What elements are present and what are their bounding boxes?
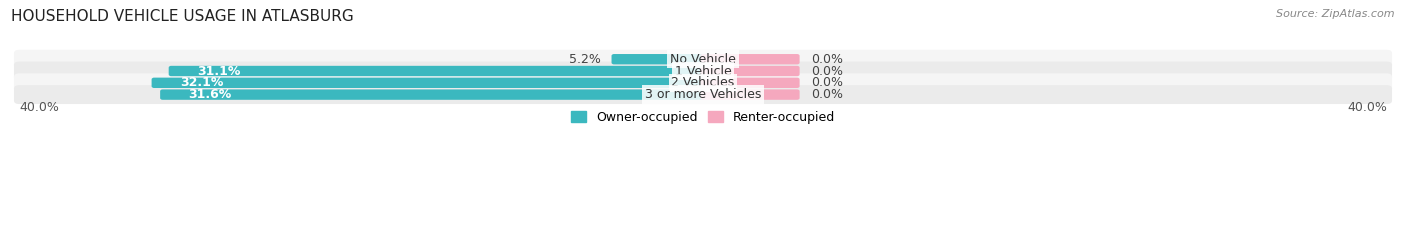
FancyBboxPatch shape [14, 85, 1392, 104]
Text: 40.0%: 40.0% [20, 101, 59, 114]
FancyBboxPatch shape [700, 66, 800, 76]
Text: 40.0%: 40.0% [1347, 101, 1386, 114]
Text: 0.0%: 0.0% [811, 65, 842, 78]
Text: 3 or more Vehicles: 3 or more Vehicles [645, 88, 761, 101]
FancyBboxPatch shape [169, 66, 706, 76]
FancyBboxPatch shape [700, 78, 800, 88]
FancyBboxPatch shape [152, 78, 706, 88]
FancyBboxPatch shape [160, 89, 706, 100]
FancyBboxPatch shape [14, 50, 1392, 69]
Text: 31.6%: 31.6% [188, 88, 232, 101]
Text: Source: ZipAtlas.com: Source: ZipAtlas.com [1277, 9, 1395, 19]
FancyBboxPatch shape [14, 73, 1392, 92]
FancyBboxPatch shape [612, 54, 706, 64]
Text: 1 Vehicle: 1 Vehicle [675, 65, 731, 78]
Text: 31.1%: 31.1% [197, 65, 240, 78]
Text: 32.1%: 32.1% [180, 76, 224, 89]
FancyBboxPatch shape [700, 89, 800, 100]
Text: HOUSEHOLD VEHICLE USAGE IN ATLASBURG: HOUSEHOLD VEHICLE USAGE IN ATLASBURG [11, 9, 354, 24]
Legend: Owner-occupied, Renter-occupied: Owner-occupied, Renter-occupied [571, 111, 835, 124]
Text: 2 Vehicles: 2 Vehicles [672, 76, 734, 89]
Text: 0.0%: 0.0% [811, 53, 842, 66]
Text: 5.2%: 5.2% [568, 53, 600, 66]
FancyBboxPatch shape [700, 54, 800, 64]
Text: 0.0%: 0.0% [811, 76, 842, 89]
Text: 0.0%: 0.0% [811, 88, 842, 101]
FancyBboxPatch shape [14, 62, 1392, 80]
Text: No Vehicle: No Vehicle [671, 53, 735, 66]
